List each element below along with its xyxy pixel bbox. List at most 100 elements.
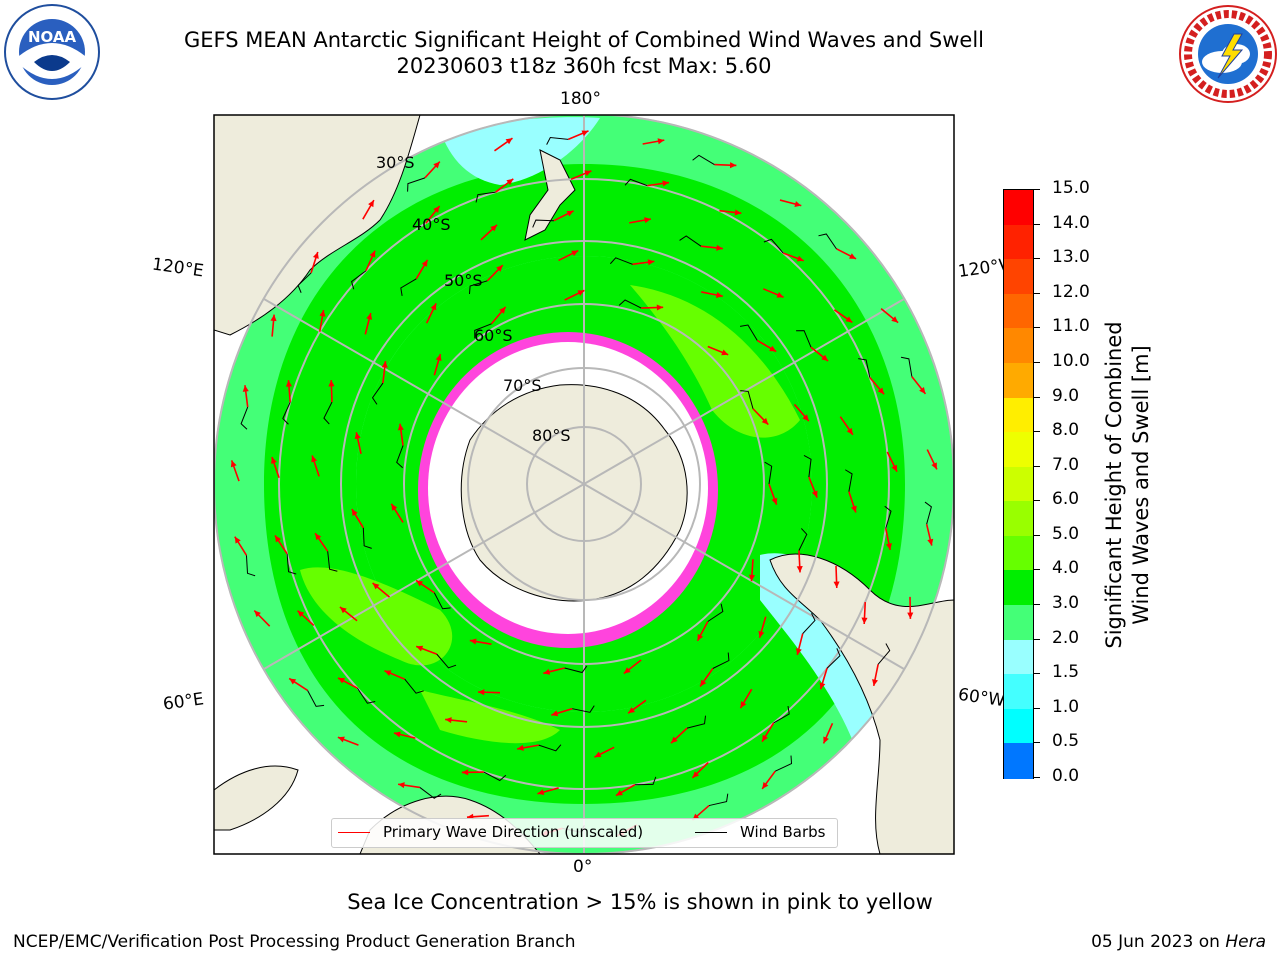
- wave-arrow-head: [821, 354, 829, 362]
- legend: Primary Wave Direction (unscaled) Wind B…: [331, 818, 838, 848]
- wave-arrow-head: [716, 292, 723, 299]
- wind-barb: [609, 257, 633, 265]
- wave-arrow-head: [577, 290, 585, 296]
- wave-arrow-head: [891, 464, 897, 472]
- wave-arrow-head: [354, 432, 361, 440]
- wave-arrow-head: [849, 253, 857, 259]
- wave-arrow-head: [312, 251, 319, 259]
- wave-arrow-head: [315, 533, 322, 541]
- wave-arrow-head: [430, 303, 437, 311]
- wave-arrow-head: [289, 678, 297, 685]
- wave-arrow-head: [795, 648, 802, 655]
- wave-arrow-head: [398, 782, 405, 789]
- wave-arrow-head: [433, 161, 440, 169]
- colorbar-segment: [1004, 397, 1033, 434]
- colorbar-tick-label: 6.0: [1052, 489, 1080, 510]
- wind-barb: [538, 744, 562, 752]
- footer-host: Hera: [1225, 932, 1266, 952]
- footer-date-text: 05 Jun 2023 on: [1091, 932, 1226, 952]
- wave-arrow-head: [697, 633, 704, 641]
- wave-arrow-head: [505, 138, 513, 145]
- chart-subtitle: 20230603 t18z 360h fcst Max: 5.60: [396, 54, 772, 78]
- wind-barb: [624, 178, 648, 187]
- wind-barb: [546, 136, 569, 145]
- wave-arrow-head: [496, 265, 503, 272]
- wave-arrow-head: [338, 677, 346, 684]
- wind-barb: [323, 401, 333, 425]
- wind-barb: [245, 555, 256, 577]
- wave-arrow-head: [877, 387, 885, 395]
- wave-arrow-head: [384, 670, 392, 676]
- colorbar-segment: [1004, 743, 1033, 779]
- wave-arrow-head: [762, 734, 768, 742]
- colorbar-tick: [1034, 292, 1040, 294]
- colorbar-tick-label: 0.5: [1052, 731, 1080, 752]
- chart-title: GEFS MEAN Antarctic Significant Height o…: [183, 28, 985, 52]
- wave-arrow-head: [469, 638, 477, 645]
- wind-barb: [357, 687, 376, 704]
- colorbar-segment: [1004, 259, 1033, 295]
- wave-arrow-head: [381, 361, 388, 368]
- noaa-logo-icon: NOAA: [4, 4, 100, 100]
- wave-arrow-head: [885, 543, 892, 550]
- wave-arrow-head: [615, 789, 623, 796]
- wave-arrow-head: [623, 667, 631, 674]
- colorbar-tick: [1034, 638, 1040, 640]
- colorbar-tick: [1034, 742, 1040, 744]
- wave-arrow-head: [581, 130, 589, 137]
- colorbar-tick: [1034, 604, 1040, 606]
- wind-barb: [282, 401, 291, 425]
- colorbar-segment: [1004, 535, 1033, 572]
- wave-arrow-head: [740, 701, 747, 709]
- graticule: [214, 115, 954, 854]
- footer-date: 05 Jun 2023 on Hera: [1091, 932, 1266, 952]
- wave-arrow-head: [490, 224, 498, 232]
- wave-arrow-head: [794, 201, 802, 207]
- wind-barb: [803, 455, 812, 478]
- colorbar-tick-label: 1.5: [1052, 662, 1080, 683]
- colorbar-tick-label: 12.0: [1052, 281, 1090, 302]
- wind-barb: [796, 330, 812, 348]
- wave-arrow-head: [776, 292, 784, 298]
- wind-barb: [419, 787, 442, 799]
- wind-barb: [433, 592, 451, 610]
- wind-barb: [692, 154, 715, 166]
- wave-arrow-head: [796, 255, 804, 262]
- wave-arrow-head: [285, 380, 292, 387]
- wind-barb: [362, 527, 372, 549]
- latitude-labels: 30°S 40°S 50°S 60°S 70°S 80°S: [376, 153, 571, 445]
- wave-arrow-head: [628, 707, 635, 714]
- wave-arrow-head: [657, 138, 665, 145]
- wind-barb: [572, 705, 595, 713]
- wind-barb: [404, 678, 424, 694]
- wind-barb: [764, 461, 773, 485]
- lat-label-80: 80°S: [532, 426, 571, 445]
- wind-barb: [240, 406, 249, 430]
- shallow-water-top: [440, 117, 600, 185]
- colorbar-title-line-1: Significant Height of Combined: [1102, 321, 1126, 649]
- wind-barb: [924, 501, 932, 525]
- wave-arrow-head: [271, 456, 277, 464]
- colorbar-tick-label: 2.0: [1052, 627, 1080, 648]
- wave-arrow-head: [721, 349, 729, 356]
- wave-arrow-head: [716, 244, 723, 251]
- wave-arrow-head: [571, 250, 579, 257]
- colorbar-tick: [1034, 569, 1040, 571]
- wave-arrow-head: [242, 385, 249, 392]
- wave-arrow-head: [811, 490, 818, 498]
- wave-arrow-head: [254, 610, 261, 618]
- wave-arrow-head: [861, 617, 868, 625]
- wind-barb: [708, 793, 729, 807]
- wave-arrow-head: [647, 259, 655, 266]
- wind-barb: [564, 665, 588, 674]
- wave-arrow-head: [594, 751, 602, 758]
- wind-barb: [802, 613, 816, 634]
- wave-arrow-head: [517, 744, 524, 751]
- colorbar-tick-label: 4.0: [1052, 558, 1080, 579]
- colorbar-tick-label: 11.0: [1052, 316, 1090, 337]
- wave-arrow-head: [769, 345, 777, 352]
- wave-arrow-head: [337, 736, 345, 743]
- wind-barb: [532, 219, 554, 228]
- wave-arrow-head: [543, 668, 551, 675]
- wave-arrow-head: [891, 316, 899, 323]
